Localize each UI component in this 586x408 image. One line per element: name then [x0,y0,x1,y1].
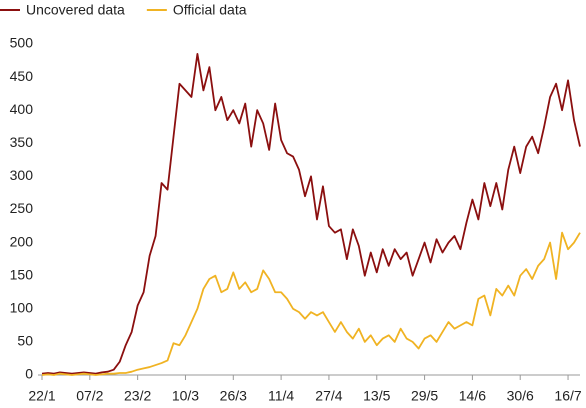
x-tick-label: 14/6 [459,388,486,404]
x-tick-label: 07/2 [76,388,103,404]
x-tick-label: 27/4 [315,388,342,404]
x-tick-label: 29/5 [411,388,438,404]
y-tick-label: 150 [10,266,34,282]
x-tick-label: 30/6 [507,388,534,404]
x-tick-label: 23/2 [124,388,151,404]
x-tick-label: 16/7 [554,388,581,404]
legend-label: Uncovered data [26,2,125,18]
y-tick-label: 350 [10,134,34,150]
y-tick-label: 0 [25,366,33,382]
y-tick-label: 500 [10,35,34,51]
x-tick-label: 10/3 [172,388,199,404]
legend-label: Official data [173,2,247,18]
y-tick-label: 450 [10,68,34,84]
y-tick-label: 50 [17,333,33,349]
y-tick-label: 100 [10,300,34,316]
x-tick-label: 11/4 [268,388,294,404]
data-line [41,53,581,375]
data-line [41,231,581,376]
x-tick-label: 26/3 [220,388,247,404]
y-tick-label: 300 [10,167,34,183]
x-tick-label: 13/5 [363,388,390,404]
y-tick-label: 250 [10,200,34,216]
y-tick-label: 200 [10,233,34,249]
y-tick-label: 400 [10,101,34,117]
x-tick-label: 22/1 [28,388,55,404]
